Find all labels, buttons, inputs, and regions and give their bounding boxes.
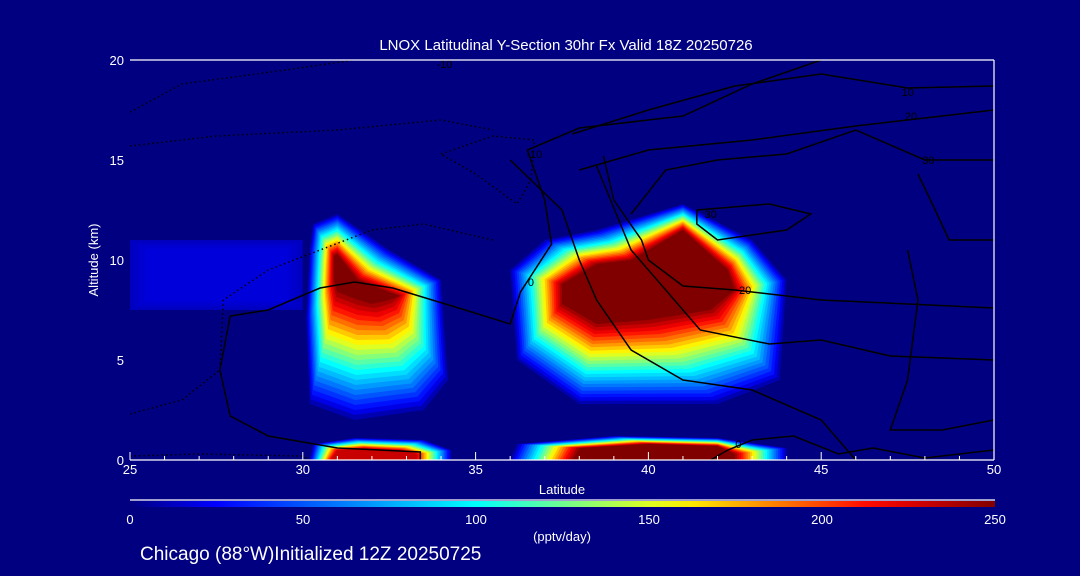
- colorbar-tick-label: 50: [296, 512, 310, 527]
- y-tick-label: 20: [110, 53, 124, 68]
- y-tick-label: 5: [117, 353, 124, 368]
- colorbar-label: (pptv/day): [533, 529, 591, 544]
- x-tick-label: 25: [123, 462, 137, 477]
- contour-line-negative: [130, 119, 494, 147]
- contour-label: 20: [905, 111, 917, 123]
- contour-label: -10: [526, 149, 542, 161]
- contour-label: 0: [528, 277, 534, 289]
- contour-label: 30: [922, 155, 934, 167]
- colorbar-tick-label: 150: [638, 512, 660, 527]
- x-tick-label: 30: [296, 462, 310, 477]
- contour-line: [572, 73, 994, 135]
- heat-level: [572, 444, 735, 460]
- colorbar: [130, 501, 995, 507]
- contour-line: [602, 155, 994, 309]
- x-tick-label: 35: [468, 462, 482, 477]
- colorbar-tick-label: 250: [984, 512, 1006, 527]
- contour-label: 10: [901, 87, 913, 99]
- heat-region-faint-west: [130, 240, 303, 310]
- contour-line: [595, 165, 994, 361]
- contour-label: 20: [739, 285, 751, 297]
- y-tick-label: 15: [110, 153, 124, 168]
- y-tick-label: 10: [110, 253, 124, 268]
- heat-level: [147, 250, 286, 300]
- contour-label: -10: [437, 59, 453, 71]
- contour-line-negative: [130, 453, 311, 460]
- colorbar-tick-label: 200: [811, 512, 833, 527]
- colorbar-tick-label: 0: [126, 512, 133, 527]
- heat-region-storm-40N-upper: [510, 204, 787, 404]
- heat-region-surface-40N: [510, 436, 787, 460]
- contour-layer: 0 0 10 20 30 30 20 -10 -10: [130, 59, 994, 460]
- colorbar-tick-label: 100: [465, 512, 487, 527]
- heatmap-layer: [130, 204, 787, 460]
- contour-line-negative: [440, 135, 536, 206]
- heat-level: [562, 230, 735, 324]
- contour-line: [630, 129, 994, 215]
- x-tick-label: 50: [987, 462, 1001, 477]
- contour-line: [579, 109, 994, 171]
- heat-level: [333, 254, 400, 304]
- contour-line: [889, 249, 994, 431]
- footer-caption: Chicago (88°W)Initialized 12Z 20250725: [140, 544, 481, 565]
- contour-line: [696, 203, 813, 241]
- chart-title: LNOX Latitudinal Y-Section 30hr Fx Valid…: [379, 37, 752, 54]
- contour-line-negative: [130, 223, 494, 415]
- x-tick-label: 40: [641, 462, 655, 477]
- contour-line-negative: [130, 60, 355, 113]
- axes: [130, 59, 995, 461]
- contour-label: 30: [704, 209, 716, 221]
- contour-line: [710, 435, 994, 460]
- y-tick-label: 0: [117, 453, 124, 468]
- contour-line: [219, 60, 822, 460]
- contour-line: [509, 159, 857, 460]
- x-axis-label: Latitude: [539, 482, 585, 497]
- x-tick-label: 45: [814, 462, 828, 477]
- contour-label: 0: [735, 439, 741, 451]
- tick-labels: 25 30 35 40 45 50 0 5 10 15 20: [110, 53, 1002, 477]
- heat-region-storm-30N-upper: [306, 214, 448, 420]
- colorbar-tick-labels: 0 50 100 150 200 250: [126, 512, 1005, 527]
- heat-region-surface-31N: [309, 438, 452, 460]
- y-axis-label: Altitude (km): [86, 224, 101, 297]
- contour-line: [917, 173, 994, 241]
